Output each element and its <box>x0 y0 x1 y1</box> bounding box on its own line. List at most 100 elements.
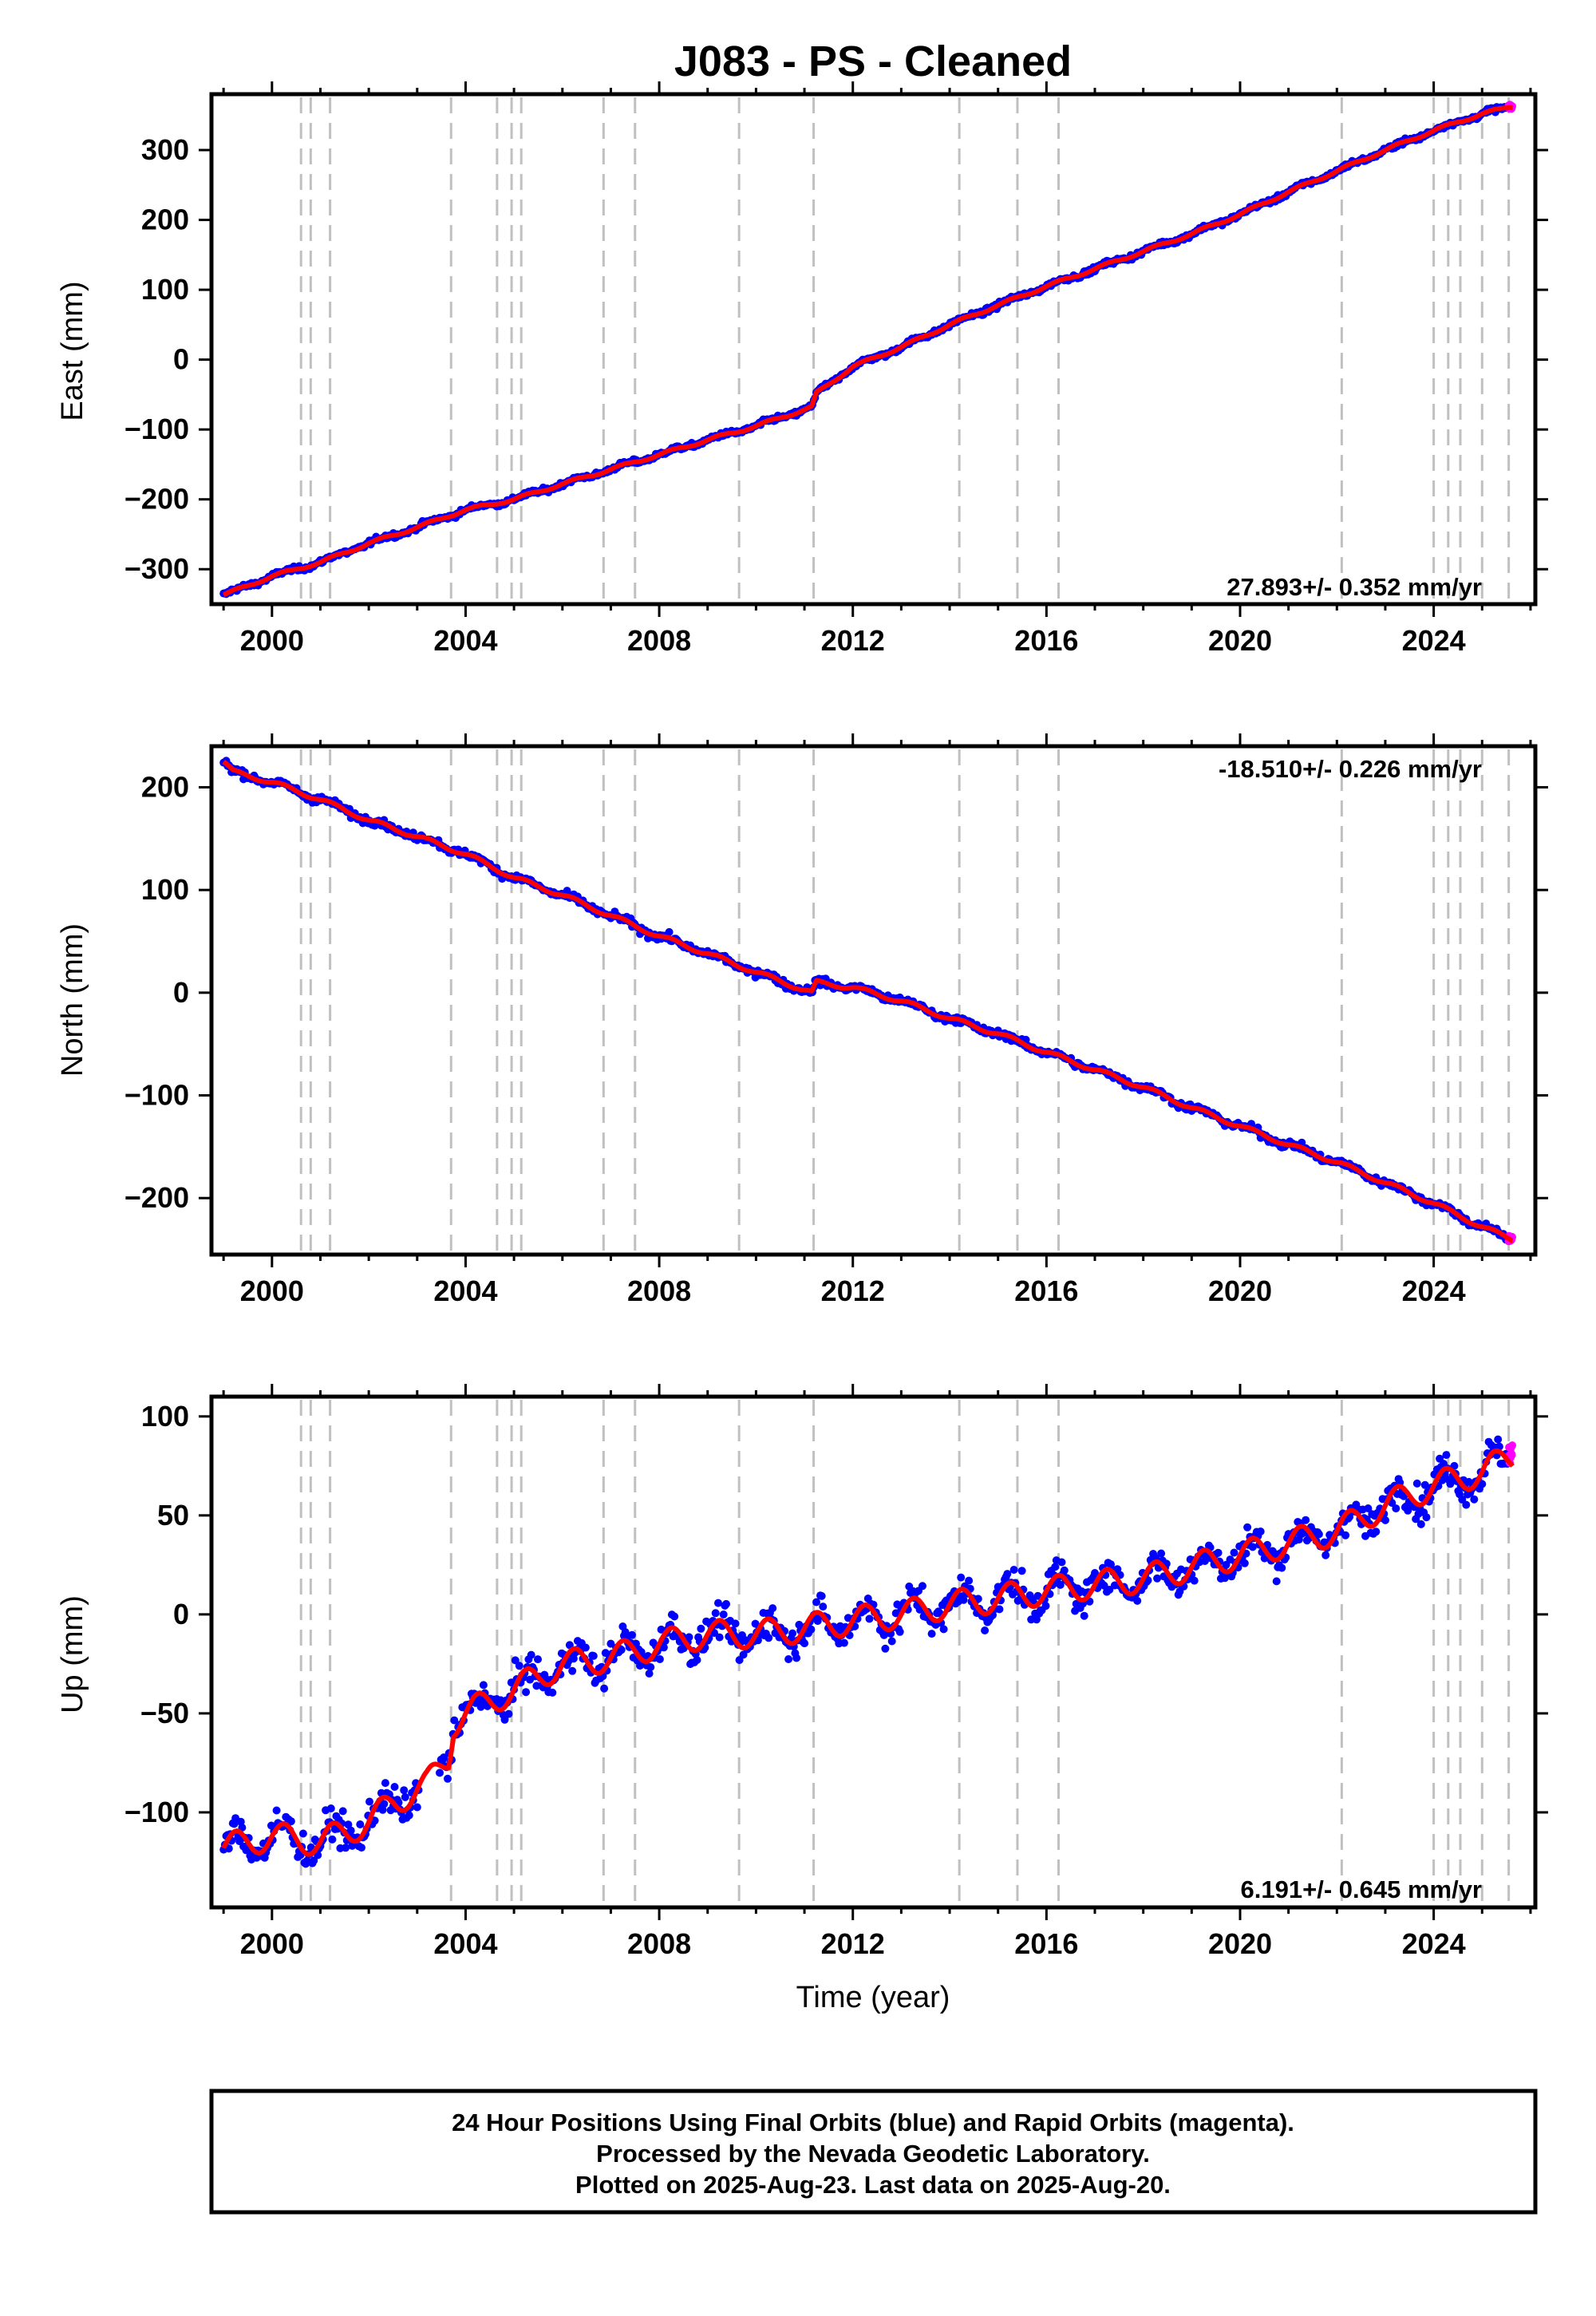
final-point-up-272 <box>600 1684 609 1693</box>
final-point-up-217 <box>527 1650 535 1659</box>
final-point-up-437 <box>819 1603 828 1611</box>
final-point-up-547 <box>965 1576 974 1585</box>
final-point-up-484 <box>881 1644 890 1653</box>
final-point-up-559 <box>981 1626 990 1634</box>
final-point-up-104 <box>358 1844 365 1852</box>
final-point-up-60 <box>298 1829 307 1838</box>
final-point-up-885 <box>1412 1479 1421 1488</box>
y-tick-label-north--100: −100 <box>124 1079 189 1112</box>
final-point-up-605 <box>1041 1602 1050 1611</box>
y-tick-label-up-0: 0 <box>173 1598 189 1630</box>
panel-up: 2000 2004 2008 2012 2016 2020 2024 −100 −50 0 50 10… <box>56 1384 1548 1960</box>
final-point-up-892 <box>1422 1513 1431 1522</box>
final-point-up-767 <box>1256 1528 1265 1535</box>
final-point-up-816 <box>1321 1551 1330 1559</box>
final-point-up-888 <box>1416 1520 1425 1528</box>
final-point-up-314 <box>655 1655 664 1663</box>
final-point-up-146 <box>413 1803 421 1812</box>
final-point-up-472 <box>865 1614 874 1623</box>
x-tick-label-north-2008: 2008 <box>627 1275 691 1307</box>
final-point-up-356 <box>711 1609 720 1618</box>
final-point-up-293 <box>628 1630 636 1639</box>
y-tick-label-north-200: 200 <box>141 770 189 803</box>
final-point-up-342 <box>693 1656 701 1664</box>
x-tick-label-north-2024: 2024 <box>1402 1275 1466 1307</box>
note-line-3: Plotted on 2025-Aug-23. Last data on 202… <box>575 2171 1171 2199</box>
final-point-up-307 <box>646 1663 655 1671</box>
final-point-up-411 <box>784 1655 793 1663</box>
final-point-up-779 <box>1272 1577 1281 1586</box>
x-tick-label-north-2000: 2000 <box>240 1275 304 1307</box>
final-point-up-325 <box>670 1612 679 1621</box>
y-tick-label-north-0: 0 <box>173 976 189 1009</box>
final-point-up-495 <box>895 1627 904 1636</box>
final-point-up-371 <box>731 1619 740 1628</box>
x-tick-label-north-2012: 2012 <box>821 1275 885 1307</box>
x-tick-label-up-2016: 2016 <box>1014 1927 1078 1960</box>
final-point-up-81 <box>326 1804 335 1812</box>
final-point-up-512 <box>918 1582 926 1591</box>
final-point-up-40 <box>272 1806 281 1815</box>
y-tick-label-up-50: 50 <box>157 1499 189 1531</box>
final-point-up-617 <box>1057 1558 1066 1567</box>
final-point-up-428 <box>807 1625 816 1634</box>
x-tick-label-up-2004: 2004 <box>433 1927 497 1960</box>
final-point-up-489 <box>887 1637 896 1646</box>
x-tick-label-east-2020: 2020 <box>1208 624 1272 657</box>
y-tick-label-up-100: 100 <box>141 1400 189 1433</box>
final-point-up-200 <box>504 1709 513 1718</box>
final-point-up-359 <box>715 1633 724 1642</box>
final-point-up-861 <box>1381 1516 1389 1524</box>
x-axis-label: Time (year) <box>796 1981 950 2014</box>
final-point-up-717 <box>1190 1576 1199 1585</box>
note-line-1: 24 Hour Positions Using Final Orbits (bl… <box>452 2109 1294 2136</box>
x-tick-label-east-2016: 2016 <box>1014 624 1078 657</box>
y-tick-label-up--100: −100 <box>124 1796 189 1828</box>
final-point-up-90 <box>338 1807 347 1816</box>
final-point-up-570 <box>995 1605 1004 1614</box>
final-point-up-399 <box>768 1604 777 1613</box>
final-point-up-436 <box>817 1591 826 1600</box>
x-tick-label-up-2008: 2008 <box>627 1927 691 1960</box>
final-point-up-453 <box>839 1638 848 1647</box>
x-tick-label-east-2024: 2024 <box>1402 624 1466 657</box>
final-point-up-783 <box>1278 1563 1286 1572</box>
final-point-up-432 <box>812 1598 820 1607</box>
x-tick-label-up-2020: 2020 <box>1208 1927 1272 1960</box>
y-tick-label-east-200: 200 <box>141 204 189 236</box>
panel-north: 2000 2004 2008 2012 2016 2020 2024 −200 −100 0 100… <box>56 733 1548 1307</box>
rate-label-east: 27.893+/- 0.352 mm/yr <box>1227 573 1482 601</box>
final-point-up-907 <box>1442 1451 1451 1460</box>
panel-east: 2000 2004 2008 2012 2016 2020 2024−300−200−100… <box>56 81 1548 657</box>
final-point-up-362 <box>719 1611 728 1618</box>
y-tick-label-east-0: 0 <box>173 343 189 376</box>
y-axis-label-east: East (mm) <box>56 281 89 421</box>
final-point-up-222 <box>534 1655 542 1664</box>
x-tick-label-north-2004: 2004 <box>433 1275 497 1307</box>
final-point-up-811 <box>1314 1530 1323 1539</box>
final-point-up-208 <box>515 1662 523 1670</box>
final-point-up-928 <box>1470 1495 1479 1504</box>
final-point-up-137 <box>401 1792 409 1801</box>
final-point-up-417 <box>792 1654 801 1662</box>
y-tick-label-east--300: −300 <box>124 552 189 585</box>
final-point-up-801 <box>1302 1516 1310 1524</box>
final-point-up-110 <box>365 1797 373 1806</box>
final-point-up-735 <box>1214 1548 1223 1557</box>
x-tick-label-up-2000: 2000 <box>240 1927 304 1960</box>
final-point-up-692 <box>1157 1549 1166 1558</box>
rapid-point-up-8 <box>1507 1451 1516 1460</box>
final-point-up-519 <box>927 1630 936 1638</box>
rapid-point-up-9 <box>1508 1441 1516 1450</box>
final-point-up-854 <box>1372 1528 1381 1536</box>
final-point-up-946 <box>1494 1435 1503 1444</box>
final-point-up-264 <box>589 1651 598 1660</box>
y-tick-label-up--50: −50 <box>140 1697 189 1729</box>
x-tick-label-east-2012: 2012 <box>821 624 885 657</box>
final-point-up-755 <box>1240 1559 1249 1567</box>
final-point-up-634 <box>1080 1611 1088 1620</box>
final-point-up-233 <box>548 1688 557 1697</box>
x-tick-label-east-2000: 2000 <box>240 624 304 657</box>
final-point-up-414 <box>788 1629 797 1638</box>
final-point-up-831 <box>1341 1531 1350 1539</box>
